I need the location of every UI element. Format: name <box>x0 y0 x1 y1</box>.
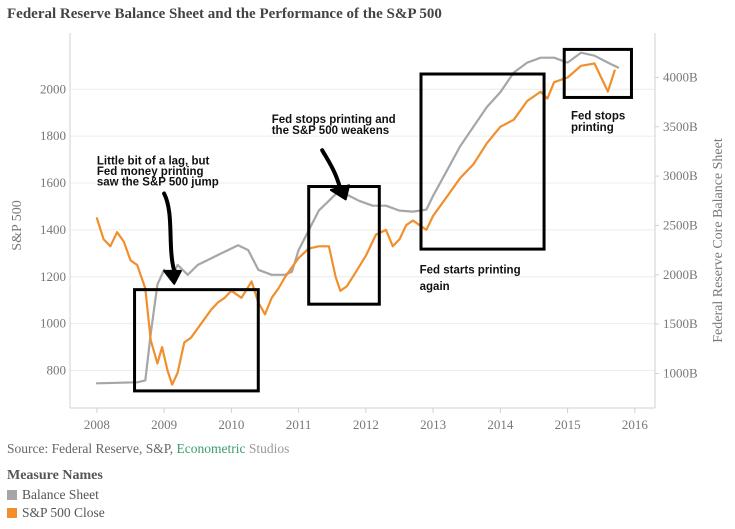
y2-axis-title: Federal Reserve Core Balance Sheet <box>711 138 726 343</box>
arrow-2011-shaft <box>320 148 343 191</box>
axes: 800 1000 1200 1400 1600 1800 2000 1000B 1500B 200… <box>10 33 726 432</box>
series-line-balance-sheet <box>95 51 620 385</box>
chart-title: Federal Reserve Balance Sheet and the Pe… <box>7 6 442 22</box>
y-tick-label: 1200 <box>40 269 66 284</box>
annotation-box-2015 <box>562 47 633 99</box>
grid-lines <box>70 88 655 371</box>
annotation-text: Fed starts printing <box>420 265 521 277</box>
x-tick-label: 2014 <box>487 417 514 432</box>
x-tick-label: 2008 <box>84 417 110 432</box>
x-tick-label: 2012 <box>353 417 379 432</box>
annotation-box-2009 <box>133 288 260 393</box>
annotation-text: Fed stops <box>571 111 625 123</box>
arrow-2009-head <box>163 269 182 285</box>
x-tick-label: 2010 <box>218 417 244 432</box>
y2-tick-label: 2500B <box>663 217 698 232</box>
annotation-text: Fed money printing <box>97 166 204 178</box>
annotation-text: the S&P 500 weakens <box>272 125 389 137</box>
x-tick-label: 2013 <box>420 417 446 432</box>
y-tick-label: 2000 <box>40 81 66 96</box>
x-tick-label: 2016 <box>622 417 649 432</box>
legend-item-sp500[interactable]: S&P 500 Close <box>7 504 105 522</box>
x-tick-label: 2015 <box>555 417 581 432</box>
source-note: Source: Federal Reserve, S&P, Econometri… <box>7 441 289 457</box>
legend-title: Measure Names <box>7 468 103 483</box>
legend-swatch-balance-sheet <box>7 490 17 500</box>
annotation-text: Little bit of a lag, but <box>97 155 210 167</box>
y-tick-label: 1600 <box>40 175 66 190</box>
y-tick-label: 800 <box>47 363 67 378</box>
legend-item-balance-sheet[interactable]: Balance Sheet <box>7 486 105 504</box>
source-studios: Studios <box>245 441 290 456</box>
legend: Measure Names Balance Sheet S&P 500 Clos… <box>7 468 105 522</box>
y2-tick-label: 3500B <box>663 119 698 134</box>
series-line-sp500 <box>95 62 616 386</box>
y-tick-label: 1400 <box>40 222 66 237</box>
annotation-text: printing <box>571 122 614 134</box>
y-tick-label: 1800 <box>40 128 66 143</box>
y2-tick-label: 1000B <box>663 365 698 380</box>
y2-tick-label: 1500B <box>663 316 698 331</box>
annotation-text: again <box>420 281 450 293</box>
annotation-box-2013 <box>419 72 546 251</box>
chart-area: 800 1000 1200 1400 1600 1800 2000 1000B 1500B 200… <box>10 33 726 432</box>
y2-tick-label: 3000B <box>663 168 698 183</box>
source-prefix: Source: Federal Reserve, S&P, <box>7 441 177 456</box>
arrow-2009-shaft <box>162 191 177 273</box>
annotation-text: saw the S&P 500 jump <box>97 176 219 188</box>
x-tick-label: 2009 <box>151 417 177 432</box>
legend-label-sp500: S&P 500 Close <box>22 505 105 520</box>
y-tick-label: 1000 <box>40 316 66 331</box>
y2-tick-label: 2000B <box>663 267 698 282</box>
source-econometric: Econometric <box>176 441 246 456</box>
legend-swatch-sp500 <box>7 508 17 518</box>
legend-label-balance-sheet: Balance Sheet <box>22 487 99 502</box>
series-lines <box>95 51 620 386</box>
y2-tick-label: 4000B <box>663 69 698 84</box>
arrow-2011-head <box>329 184 351 201</box>
x-tick-label: 2011 <box>286 417 312 432</box>
annotation-text: Fed stops printing and <box>272 114 396 126</box>
y-axis-title: S&P 500 <box>10 200 25 250</box>
